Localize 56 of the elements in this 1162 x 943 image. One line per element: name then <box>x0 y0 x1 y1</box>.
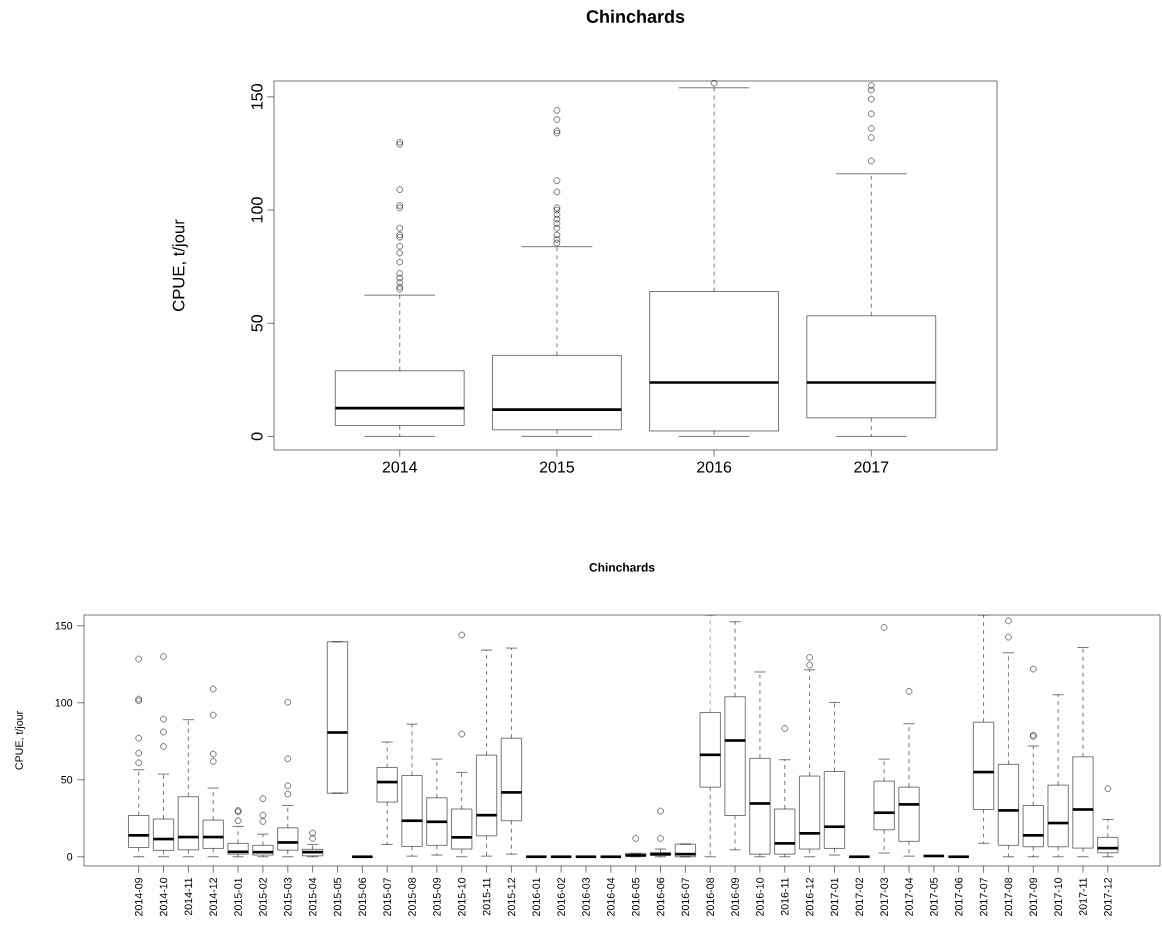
x-tick-label: 2016-06 <box>656 877 665 916</box>
y-tick-label: 100 <box>251 197 263 223</box>
x-tick-label: 2015-02 <box>259 877 267 916</box>
x-tick-label: 2016-11 <box>781 877 789 916</box>
x-tick-label: 2017 <box>854 461 889 473</box>
chart-title: Chinchards <box>586 9 685 23</box>
chart-title: Chinchards <box>589 562 655 572</box>
x-tick-label: 2015-05 <box>333 877 342 916</box>
x-tick-label: 2015 <box>539 461 575 473</box>
x-tick-label: 2017-08 <box>1004 877 1013 916</box>
x-tick-label: 2017-03 <box>880 877 888 916</box>
x-tick-label: 2016-12 <box>805 877 814 916</box>
x-tick-label: 2016-03 <box>582 877 590 916</box>
x-tick-label: 2016-02 <box>557 877 565 916</box>
x-tick-label: 2015-04 <box>308 877 317 916</box>
x-tick-label: 2016-07 <box>681 877 690 916</box>
y-tick-label: 50 <box>61 775 73 784</box>
x-tick-label: 2014 <box>382 461 418 473</box>
x-tick-label: 2016-01 <box>532 877 541 916</box>
x-tick-label: 2017-11 <box>1079 877 1087 916</box>
x-tick-label: 2015-09 <box>433 877 441 916</box>
x-tick-label: 2017-05 <box>930 877 938 916</box>
x-tick-label: 2016-08 <box>706 877 714 916</box>
y-tick-label: 150 <box>251 84 263 109</box>
x-tick-label: 2015-10 <box>457 877 466 916</box>
y-tick-label: 100 <box>55 699 73 707</box>
x-tick-label: 2017-07 <box>979 877 988 916</box>
x-tick-label: 2014-10 <box>159 877 168 916</box>
x-tick-label: 2014-11 <box>184 877 193 916</box>
x-tick-label: 2014-09 <box>134 877 143 916</box>
y-tick-label: 150 <box>55 622 73 630</box>
y-tick-label: 0 <box>67 852 73 861</box>
x-tick-label: 2017-04 <box>905 877 913 916</box>
x-tick-label: 2017-01 <box>830 877 839 916</box>
x-tick-label: 2015-06 <box>358 877 367 916</box>
x-tick-label: 2016-05 <box>631 877 640 916</box>
x-tick-label: 2015-01 <box>234 877 242 916</box>
x-tick-label: 2015-08 <box>408 877 416 916</box>
y-axis-title: CPUE, t/jour <box>172 219 188 311</box>
y-tick-label: 0 <box>251 432 263 441</box>
x-tick-label: 2016 <box>697 461 732 473</box>
x-tick-label: 2016-09 <box>731 877 739 916</box>
y-axis-title: CPUE, t/jour <box>15 711 25 770</box>
x-tick-label: 2017-12 <box>1104 877 1112 916</box>
x-tick-label: 2015-11 <box>482 877 491 916</box>
x-tick-label: 2014-12 <box>209 877 217 916</box>
x-tick-label: 2015-12 <box>507 877 516 916</box>
x-tick-label: 2017-06 <box>954 877 963 916</box>
x-tick-label: 2017-09 <box>1029 877 1038 916</box>
x-tick-label: 2016-10 <box>756 877 764 916</box>
y-tick-label: 50 <box>251 314 263 332</box>
x-tick-label: 2016-04 <box>607 877 615 916</box>
x-tick-label: 2015-03 <box>284 877 292 916</box>
x-tick-label: 2017-02 <box>855 877 864 916</box>
x-tick-label: 2015-07 <box>383 877 391 916</box>
x-tick-label: 2017-10 <box>1054 877 1062 916</box>
